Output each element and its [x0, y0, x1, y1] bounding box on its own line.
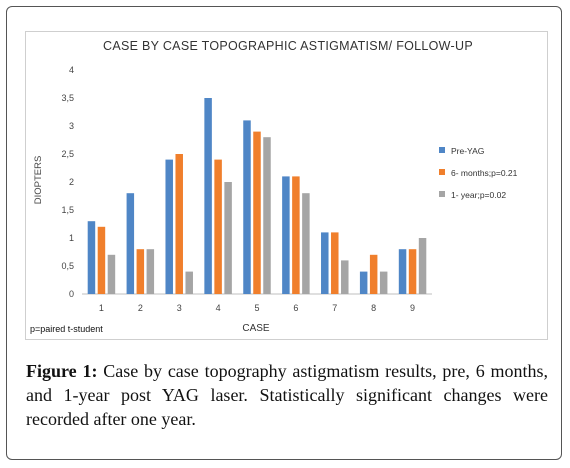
figure-caption: Figure 1: Case by case topography astigm…: [26, 359, 548, 431]
bar-2-case-1: [97, 226, 106, 294]
bar-chart: CASE BY CASE TOPOGRAPHIC ASTIGMATISM/ FO…: [30, 39, 518, 334]
bar-1-case-8: [359, 271, 368, 294]
bar-2-case-7: [331, 232, 339, 294]
x-tick-label: 1: [99, 303, 104, 313]
y-tick-label: 2: [69, 177, 74, 187]
bar-2-case-4: [214, 159, 222, 294]
legend-label: 6- months;p=0.21: [451, 168, 518, 178]
x-tick-label: 8: [371, 303, 376, 313]
y-tick-label: 1: [69, 233, 74, 243]
bar-1-case-1: [87, 221, 96, 294]
bar-2-case-9: [408, 249, 417, 294]
bar-3-case-3: [185, 271, 193, 294]
bar-3-case-6: [302, 193, 310, 294]
x-tick-label: 4: [216, 303, 221, 313]
y-tick-label: 0,5: [61, 261, 74, 271]
y-tick-label: 3,5: [61, 93, 74, 103]
bar-1-case-2: [126, 193, 135, 294]
legend-swatch: [439, 191, 445, 197]
x-tick-label: 6: [293, 303, 298, 313]
bar-3-case-2: [146, 249, 155, 294]
bar-1-case-4: [204, 98, 212, 294]
x-tick-label: 2: [138, 303, 143, 313]
legend-swatch: [439, 147, 445, 153]
legend-swatch: [439, 169, 445, 175]
bar-2-case-8: [369, 254, 378, 294]
legend-label: Pre-YAG: [451, 146, 484, 156]
bar-3-case-8: [379, 271, 388, 294]
y-tick-label: 3: [69, 121, 74, 131]
bar-2-case-3: [175, 154, 183, 294]
caption-label: Figure 1:: [26, 361, 98, 381]
bar-1-case-9: [398, 249, 407, 294]
x-tick-label: 7: [332, 303, 337, 313]
p-value-note: p=paired t-student: [30, 324, 103, 334]
x-axis-label: CASE: [242, 323, 270, 334]
bar-2-case-6: [292, 176, 300, 294]
bar-2-case-2: [136, 249, 145, 294]
caption-text: Case by case topography astigmatism resu…: [26, 361, 549, 429]
legend: Pre-YAG 6- months;p=0.21 1- year;p=0.02: [439, 146, 518, 200]
bar-3-case-5: [263, 137, 271, 294]
bar-1-case-5: [243, 120, 251, 295]
y-tick-label: 0: [69, 289, 74, 299]
y-tick-label: 2,5: [61, 149, 74, 159]
x-tick-label: 3: [177, 303, 182, 313]
bar-2-case-5: [253, 131, 261, 294]
y-tick-label: 4: [69, 65, 74, 75]
bar-1-case-6: [282, 176, 290, 294]
bar-3-case-9: [418, 238, 427, 294]
chart-title: CASE BY CASE TOPOGRAPHIC ASTIGMATISM/ FO…: [103, 39, 473, 53]
chart-area: CASE BY CASE TOPOGRAPHIC ASTIGMATISM/ FO…: [25, 31, 548, 340]
bar-1-case-3: [165, 159, 173, 294]
y-axis-label: DIOPTERS: [33, 156, 44, 205]
bar-3-case-4: [224, 182, 232, 294]
x-tick-label: 5: [254, 303, 259, 313]
bar-1-case-7: [321, 232, 329, 294]
bar-3-case-7: [341, 260, 349, 294]
legend-label: 1- year;p=0.02: [451, 190, 506, 200]
bar-3-case-1: [107, 254, 116, 294]
plot-area: 0 0,5 1 1,5 2 2,5 3 3,5 4 1 2 3 4 5 6 7 8 9: [61, 65, 432, 313]
x-tick-label: 9: [410, 303, 415, 313]
y-tick-label: 1,5: [61, 205, 74, 215]
